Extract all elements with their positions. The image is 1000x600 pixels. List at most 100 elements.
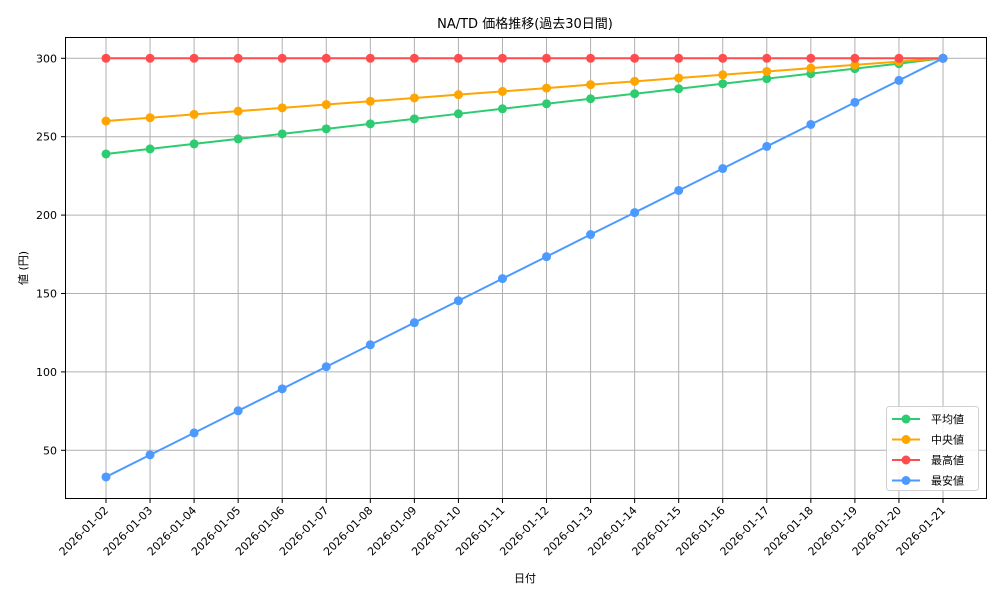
- data-point: [365, 119, 375, 129]
- legend-label: 平均値: [931, 413, 964, 426]
- legend-marker: [901, 476, 911, 485]
- series-path: [105, 57, 944, 478]
- data-point: [762, 53, 772, 63]
- data-point: [586, 230, 596, 240]
- series-line: [101, 53, 948, 63]
- series-layer: [101, 53, 948, 482]
- data-point: [894, 75, 904, 85]
- legend-label: 最高値: [931, 453, 964, 467]
- data-point: [453, 90, 463, 100]
- data-point: [321, 53, 331, 63]
- y-tick-label: 100: [36, 366, 57, 379]
- data-point: [850, 53, 860, 63]
- legend-marker: [901, 435, 911, 444]
- series-path: [105, 57, 944, 155]
- data-point: [542, 252, 552, 262]
- data-point: [365, 340, 375, 350]
- legend-label: 最安値: [931, 474, 964, 488]
- data-point: [189, 139, 199, 149]
- data-point: [674, 84, 684, 94]
- data-point: [145, 113, 155, 123]
- y-tick-label: 150: [36, 288, 57, 301]
- series-line: [101, 53, 948, 159]
- x-axis-label: 日付: [514, 572, 536, 585]
- legend-marker: [901, 414, 911, 424]
- series-path: [105, 57, 944, 123]
- data-point: [365, 96, 375, 106]
- data-point: [674, 53, 684, 63]
- data-point: [718, 79, 728, 89]
- data-point: [233, 406, 243, 416]
- chart-title: NA/TD 価格推移(過去30日間): [437, 16, 613, 32]
- data-point: [806, 63, 816, 73]
- data-point: [894, 53, 904, 63]
- data-point: [365, 53, 375, 63]
- legend-item: 最高値: [892, 453, 964, 467]
- data-point: [101, 53, 111, 63]
- data-point: [850, 60, 860, 70]
- data-point: [762, 141, 772, 151]
- legend-item: 平均値: [892, 413, 964, 426]
- data-point: [277, 53, 287, 63]
- y-axis-label: 値 (円): [17, 251, 30, 285]
- y-tick-label: 50: [43, 444, 57, 457]
- data-point: [189, 428, 199, 438]
- data-point: [101, 472, 111, 482]
- data-point: [145, 450, 155, 460]
- data-point: [233, 53, 243, 63]
- series-line: [101, 53, 948, 482]
- data-point: [497, 274, 507, 284]
- legend-box: [886, 406, 979, 491]
- data-point: [806, 119, 816, 129]
- data-point: [850, 97, 860, 107]
- data-point: [409, 53, 419, 63]
- data-point: [321, 124, 331, 134]
- y-tick-label: 200: [36, 209, 57, 222]
- data-point: [497, 53, 507, 63]
- data-point: [453, 296, 463, 306]
- data-point: [145, 53, 155, 63]
- data-point: [586, 80, 596, 90]
- data-point: [101, 116, 111, 126]
- data-point: [630, 76, 640, 86]
- y-tick-label: 250: [36, 131, 57, 144]
- data-point: [409, 93, 419, 103]
- legend-item: 中央値: [892, 434, 964, 447]
- data-point: [718, 164, 728, 174]
- data-point: [321, 100, 331, 110]
- data-point: [674, 185, 684, 195]
- plot-frame: [65, 37, 987, 499]
- data-point: [453, 53, 463, 63]
- legend-item: 最安値: [892, 474, 964, 488]
- data-point: [277, 384, 287, 394]
- data-point: [630, 53, 640, 63]
- data-point: [630, 89, 640, 99]
- data-point: [321, 362, 331, 372]
- data-point: [718, 53, 728, 63]
- data-point: [189, 53, 199, 63]
- data-point: [542, 99, 552, 109]
- data-point: [233, 134, 243, 144]
- data-point: [409, 318, 419, 328]
- data-point: [586, 94, 596, 104]
- y-axis-ticks: 50 100 150 200 250 300: [36, 52, 65, 457]
- data-point: [674, 73, 684, 83]
- data-point: [630, 208, 640, 218]
- data-point: [542, 53, 552, 63]
- data-point: [233, 106, 243, 116]
- data-point: [277, 129, 287, 139]
- data-point: [497, 104, 507, 114]
- x-axis-ticks: 2026-01-022026-01-032026-01-042026-01-05…: [57, 499, 948, 558]
- y-tick-label: 300: [36, 52, 57, 65]
- legend-label: 中央値: [931, 434, 964, 447]
- data-point: [277, 103, 287, 113]
- data-point: [409, 114, 419, 124]
- data-point: [586, 53, 596, 63]
- data-point: [497, 86, 507, 96]
- data-point: [938, 53, 948, 63]
- data-point: [762, 66, 772, 76]
- data-point: [718, 70, 728, 80]
- data-point: [189, 109, 199, 119]
